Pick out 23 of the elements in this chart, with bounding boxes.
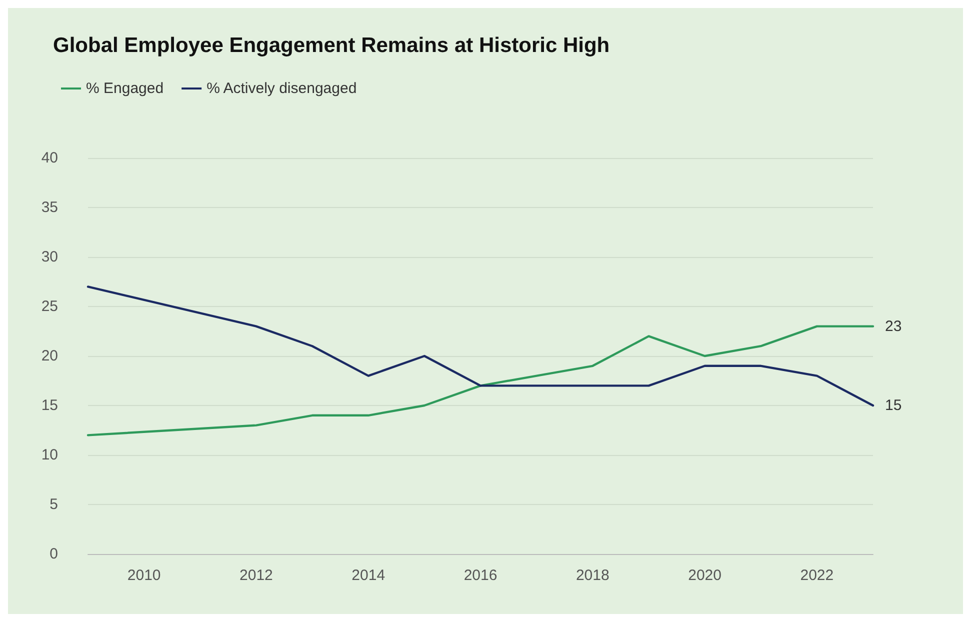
data-label: 15 — [885, 397, 902, 414]
y-tick-label: 35 — [41, 199, 58, 216]
x-tick-label: 2016 — [464, 567, 498, 584]
line-series — [86, 325, 874, 436]
y-tick-label: 15 — [41, 397, 58, 414]
legend-label: % Engaged — [86, 80, 164, 97]
y-tick-label: 30 — [41, 248, 58, 266]
x-tick-label: 2018 — [576, 567, 610, 584]
x-tick-label: 2020 — [688, 567, 722, 584]
y-tick-label: 10 — [41, 446, 58, 464]
line-series — [86, 286, 874, 407]
y-tick-label: 40 — [41, 150, 58, 166]
y-tick-label: 5 — [50, 496, 58, 513]
y-tick-label: 20 — [41, 348, 58, 364]
legend-label: % Actively disengaged — [206, 80, 357, 97]
data-label: 23 — [885, 318, 902, 335]
x-tick-label: 2014 — [352, 567, 386, 584]
y-tick-label: 0 — [50, 546, 58, 562]
chart-title: Global Employee Engagement Remains at Historic High — [53, 34, 610, 57]
x-tick-label: 2012 — [240, 567, 273, 584]
x-tick-label: 2010 — [127, 567, 161, 584]
x-tick-label: 2022 — [800, 567, 834, 584]
y-tick-label: 25 — [41, 298, 58, 315]
